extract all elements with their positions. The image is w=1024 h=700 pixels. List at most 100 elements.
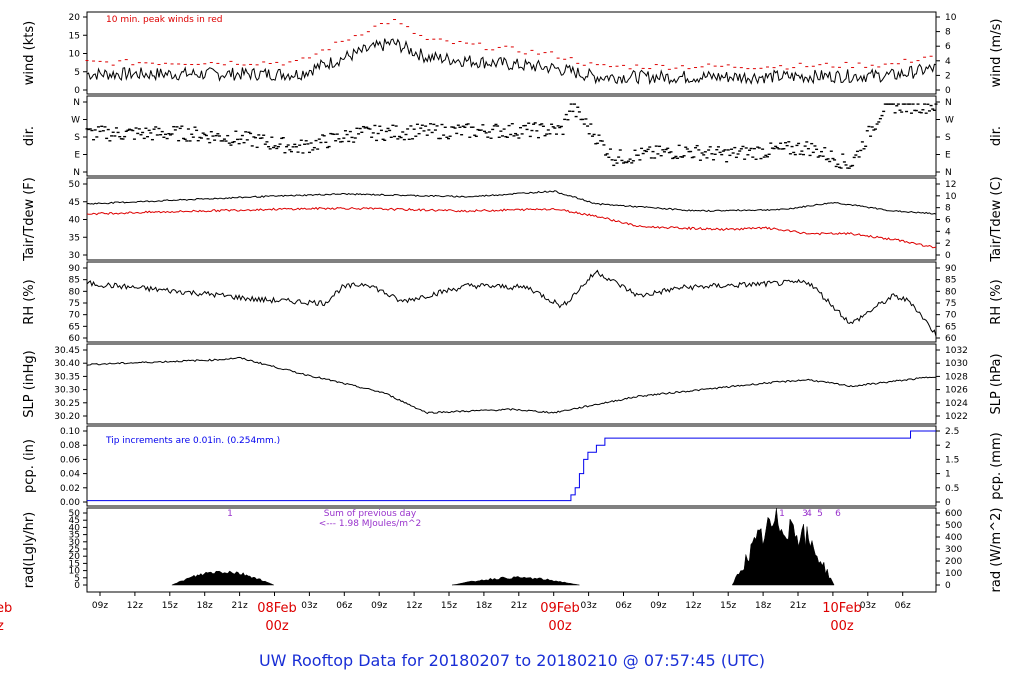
rad-top-mark: 5 bbox=[817, 509, 823, 519]
ytick-right-label: N bbox=[945, 168, 952, 178]
ytick-right-label: 600 bbox=[945, 509, 962, 519]
ytick-right-label: 1024 bbox=[945, 399, 968, 409]
panel-wind: 0 5 10 15 20 0 2 4 6 8 10 wind (kts) wind (m/s) 10 mi… bbox=[22, 11, 1004, 96]
slp-line bbox=[86, 356, 937, 415]
ylabel-right: pcp. (mm) bbox=[989, 432, 1004, 499]
radiation-area bbox=[171, 570, 274, 586]
ylabel-right: wind (m/s) bbox=[989, 19, 1004, 88]
day-label-date: 08Feb bbox=[257, 601, 297, 616]
ytick-right-label: 100 bbox=[945, 569, 962, 579]
ytick-right-label: 4 bbox=[945, 57, 951, 67]
ytick-left-label: 80 bbox=[69, 287, 81, 297]
panel-slp: 30.20 30.25 30.30 30.35 30.40 30.45 1022 1024 10… bbox=[22, 343, 1004, 425]
ytick-right-label: 70 bbox=[945, 311, 957, 321]
air-temp-line bbox=[86, 190, 937, 215]
ytick-right-label: 6 bbox=[945, 42, 951, 52]
pcp-annotation: Tip increments are 0.01in. (0.254mm.) bbox=[105, 436, 280, 446]
xtick-label: 03z bbox=[301, 601, 317, 611]
ytick-left-label: 20 bbox=[69, 13, 81, 23]
ytick-right-label: 75 bbox=[945, 299, 956, 309]
wind-speed-line bbox=[86, 38, 937, 86]
ytick-right-label: 200 bbox=[945, 557, 962, 567]
ytick-left-label: 0.00 bbox=[60, 498, 80, 508]
wind-dir-points bbox=[85, 103, 938, 169]
ytick-left-label: 50 bbox=[69, 509, 81, 519]
ytick-right-label: 0 bbox=[945, 86, 951, 96]
ytick-left-label: 30.45 bbox=[54, 346, 80, 356]
ytick-right-label: 1.5 bbox=[945, 455, 959, 465]
ytick-right-label: 1 bbox=[945, 470, 951, 480]
ytick-left-label: 75 bbox=[69, 299, 80, 309]
xtick-label: 03z bbox=[860, 601, 876, 611]
panel-frame bbox=[86, 261, 937, 343]
ytick-right-label: 1030 bbox=[945, 359, 968, 369]
radiation-area bbox=[452, 576, 580, 586]
ytick-right-label: 500 bbox=[945, 521, 962, 531]
ylabel-left: rad(Lgly/hr) bbox=[22, 512, 37, 588]
ytick-right-label: 8 bbox=[945, 204, 951, 214]
ylabel-right: SLP (hPa) bbox=[989, 353, 1004, 414]
wind-annotation: 10 min. peak winds in red bbox=[106, 15, 223, 25]
ytick-left-label: 25 bbox=[69, 545, 80, 555]
ytick-left-label: 15 bbox=[69, 559, 80, 569]
ytick-left-label: 35 bbox=[69, 233, 80, 243]
pcp-line bbox=[87, 430, 936, 502]
panel-temp: 30 35 40 45 50 0 2 46 8 10 12 Tair/Tdew (F) Tair/Tde… bbox=[22, 176, 1004, 262]
ytick-left-label: 0.06 bbox=[60, 455, 80, 465]
xtick-label: 21z bbox=[790, 601, 806, 611]
xtick-label: 21z bbox=[232, 601, 248, 611]
panel-frame bbox=[86, 343, 937, 425]
ytick-left-label: 30.20 bbox=[54, 412, 80, 422]
ytick-right-label: E bbox=[945, 151, 951, 161]
xtick-label: 15z bbox=[720, 601, 736, 611]
ytick-right-label: 10 bbox=[945, 13, 957, 23]
ytick-left-label: 0 bbox=[74, 581, 80, 591]
day-label-date: 10Feb bbox=[822, 601, 862, 616]
ylabel-right: dir. bbox=[989, 126, 1004, 146]
ytick-right-label: 300 bbox=[945, 545, 962, 555]
ytick-left-label: E bbox=[74, 151, 80, 161]
panel-frame bbox=[86, 95, 937, 177]
ytick-left-label: 30.30 bbox=[54, 386, 80, 396]
ytick-left-label: 60 bbox=[69, 334, 81, 344]
ytick-left-label: 40 bbox=[69, 216, 81, 226]
panel-frame bbox=[86, 425, 937, 507]
rad-top-mark: 1 bbox=[779, 509, 785, 519]
ytick-right-label: 1026 bbox=[945, 386, 968, 396]
ytick-left-label: 45 bbox=[69, 198, 80, 208]
rad-top-mark: 3 bbox=[802, 509, 808, 519]
ytick-left-label: 10 bbox=[69, 50, 81, 60]
xtick-label: 21z bbox=[511, 601, 527, 611]
day-label-hour: 00z bbox=[548, 619, 572, 634]
rad-top-mark: 1 bbox=[227, 509, 233, 519]
ytick-right-label: 0 bbox=[945, 498, 951, 508]
ytick-left-label: 0.02 bbox=[60, 484, 80, 494]
xtick-label: 06z bbox=[895, 601, 911, 611]
xtick-label: 12z bbox=[406, 601, 422, 611]
ytick-left-label: N bbox=[73, 98, 80, 108]
ytick-left-label: 30 bbox=[69, 538, 81, 548]
xtick-label: 09z bbox=[650, 601, 666, 611]
ytick-left-label: 45 bbox=[69, 516, 80, 526]
ylabel-right: rad (W/m^2) bbox=[989, 508, 1004, 593]
rad-annotation-line1: Sum of previous day bbox=[324, 509, 417, 519]
ytick-right-label: 4 bbox=[945, 227, 951, 237]
ytick-left-label: 0 bbox=[74, 86, 80, 96]
rad-top-mark: 6 bbox=[835, 509, 841, 519]
ytick-right-label: 12 bbox=[945, 180, 956, 190]
xtick-label: 12z bbox=[127, 601, 143, 611]
wind-peak-marks bbox=[85, 19, 933, 70]
rad-top-mark: 4 bbox=[806, 509, 812, 519]
ytick-right-label: 6 bbox=[945, 216, 951, 226]
ytick-right-label: 2 bbox=[945, 71, 951, 81]
ylabel-left: pcp. (in) bbox=[22, 439, 37, 493]
xtick-label: 18z bbox=[755, 601, 771, 611]
ytick-left-label: 0.04 bbox=[60, 470, 80, 480]
ytick-left-label: 30.40 bbox=[54, 359, 80, 369]
ytick-right-label: 80 bbox=[945, 287, 957, 297]
ytick-right-label: 1028 bbox=[945, 372, 968, 382]
ylabel-left: SLP (inHg) bbox=[22, 350, 37, 418]
